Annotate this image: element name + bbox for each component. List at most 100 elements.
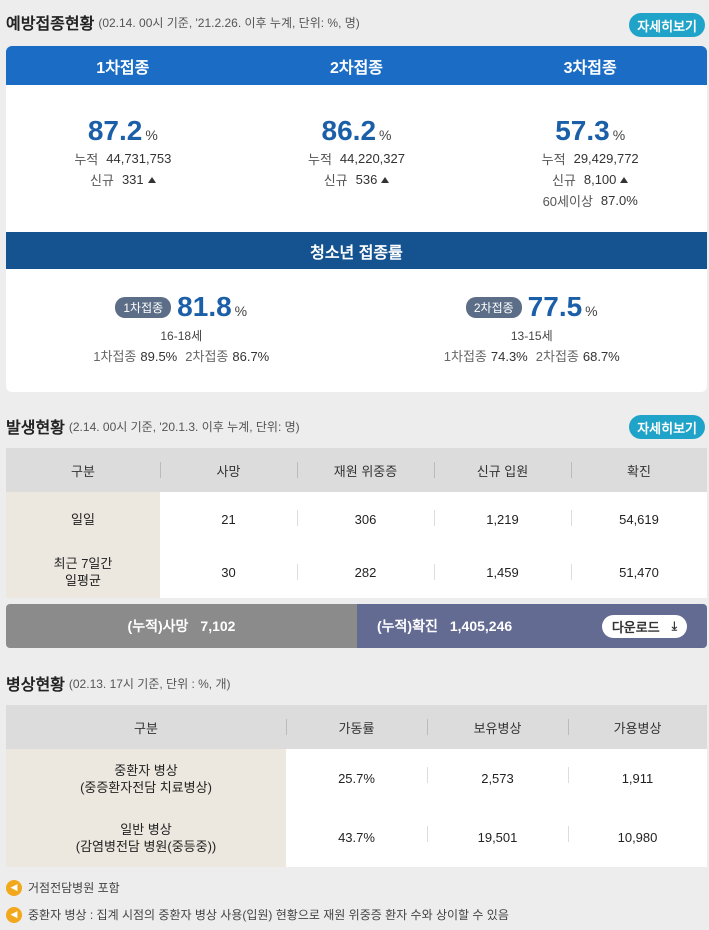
triangle-up-icon <box>381 176 390 183</box>
table-cell: 1,459 <box>434 546 571 598</box>
dose1-new: 331 <box>121 172 144 187</box>
teen-body: 1차접종 81.8% 16-18세 1차접종 89.5% 2차접종 86.7% 2차접… <box>6 269 707 392</box>
dose2-unit: % <box>379 127 392 143</box>
dose2-pct: 86.2 <box>321 115 377 146</box>
dose3-header: 3차접종 <box>563 59 617 77</box>
table-header: 가동률 <box>286 705 427 749</box>
teen2-r2-label: 2차접종 <box>535 349 579 364</box>
cumulative-death-value: 7,102 <box>200 618 236 634</box>
table-row: 중환자 병상 (중증환자전담 치료병상) 25.7% 2,573 1,911 <box>6 749 707 808</box>
vaccination-title: 예방접종현황 <box>6 16 95 33</box>
table-header: 보유병상 <box>427 705 568 749</box>
table-cell: 51,470 <box>571 546 707 598</box>
table-header: 재원 위중증 <box>297 448 434 492</box>
teen1-pct: 81.8 <box>177 291 232 322</box>
dose3-new: 8,100 <box>583 172 617 187</box>
table-header-row: 구분 가동률 보유병상 가용병상 <box>6 705 707 749</box>
footnote: ◀ 중환자 병상 : 집계 시점의 중환자 병상 사용(입원) 현황으로 재원 … <box>6 906 509 923</box>
table-header: 구분 <box>6 448 160 492</box>
teen1-age: 16-18세 <box>160 329 203 343</box>
teen2-r1-label: 1차접종 <box>443 349 487 364</box>
table-cell: 306 <box>297 492 434 546</box>
table-cell: 30 <box>160 546 297 598</box>
dose1-pct: 87.2 <box>87 115 143 146</box>
row-label: 중환자 병상 (중증환자전담 치료병상) <box>6 749 286 808</box>
row-label-line: 일반 병상 <box>120 821 172 837</box>
table-cell: 25.7% <box>286 749 427 808</box>
table-header: 사망 <box>160 448 297 492</box>
table-row: 일반 병상 (감염병전담 병원(중등중)) 43.7% 19,501 10,980 <box>6 808 707 867</box>
dose3-unit: % <box>612 127 626 143</box>
teen2-pct: 77.5 <box>527 291 583 322</box>
dose1-column: 87.2% 누적 44,731,753 신규 331 <box>6 85 240 232</box>
occurrence-section-header: 발생현황 (2.14. 00시 기준, '20.1.3. 이후 누계, 단위: … <box>6 414 300 438</box>
beds-title: 병상현황 <box>6 677 65 694</box>
dose1-unit: % <box>145 127 158 143</box>
teen1-r2-label: 2차접종 <box>185 349 229 364</box>
cumulative-death-label: (누적)사망 <box>127 618 189 634</box>
table-header: 가용병상 <box>568 705 707 749</box>
vaccination-detail-button[interactable]: 자세히보기 <box>629 13 705 37</box>
dose-header-row: 1차접종 2차접종 3차접종 <box>6 46 707 85</box>
table-row: 일일 21 306 1,219 54,619 <box>6 492 707 546</box>
dose3-pct: 57.3 <box>555 115 610 146</box>
dose3-extra: 87.0% <box>600 193 638 208</box>
dose1-cum-label: 누적 <box>74 152 99 167</box>
row-label-line: 최근 7일간 <box>53 556 113 571</box>
occurrence-table: 구분 사망 재원 위중증 신규 입원 확진 일일 21 306 1,219 54… <box>6 448 707 598</box>
occurrence-detail-button[interactable]: 자세히보기 <box>629 415 705 439</box>
table-cell: 1,911 <box>568 749 707 808</box>
table-header: 구분 <box>6 705 286 749</box>
dose2-cum-label: 누적 <box>308 152 332 167</box>
table-cell: 10,980 <box>568 808 707 867</box>
triangle-up-icon <box>147 176 156 183</box>
occurrence-title: 발생현황 <box>6 420 65 437</box>
teen1-r1: 89.5% <box>140 349 178 364</box>
dose3-extra-label: 60세이상 <box>542 194 593 209</box>
dose3-new-label: 신규 <box>551 173 576 188</box>
table-header: 신규 입원 <box>434 448 571 492</box>
row-label: 일반 병상 (감염병전담 병원(중등중)) <box>6 808 286 867</box>
cumulative-confirmed: (누적)확진 1,405,246 다운로드 ⤓ <box>357 604 707 648</box>
table-cell: 282 <box>297 546 434 598</box>
table-cell: 2,573 <box>427 749 568 808</box>
cumulative-confirmed-value: 1,405,246 <box>449 618 513 634</box>
teen-header: 청소년 접종률 <box>6 232 707 269</box>
vaccination-section-header: 예방접종현황 (02.14. 00시 기준, '21.2.26. 이후 누계, … <box>6 10 360 34</box>
teen2-r1: 74.3% <box>490 349 528 364</box>
dose-body-row: 87.2% 누적 44,731,753 신규 331 86.2% 누적 44,220,… <box>6 85 707 232</box>
dose2-header: 2차접종 <box>329 59 384 77</box>
speaker-icon: ◀ <box>6 879 22 896</box>
teen2-age: 13-15세 <box>510 329 553 343</box>
row-label-line: (감염병전담 병원(중등중)) <box>75 838 217 854</box>
dose2-new-label: 신규 <box>323 173 348 188</box>
row-label-line: 일평균 <box>65 573 101 588</box>
footnote-text: 중환자 병상 : 집계 시점의 중환자 병상 사용(입원) 현황으로 재원 위중… <box>28 908 509 922</box>
teen1-r1-label: 1차접종 <box>93 349 137 364</box>
dose1-header: 1차접종 <box>96 59 150 77</box>
beds-table: 구분 가동률 보유병상 가용병상 중환자 병상 (중증환자전담 치료병상) 25.… <box>6 705 707 867</box>
beds-section-header: 병상현황 (02.13. 17시 기준, 단위 : %, 개) <box>6 671 231 695</box>
cumulative-confirmed-label: (누적)확진 <box>377 618 438 634</box>
download-label: 다운로드 <box>611 620 660 635</box>
dose2-new: 536 <box>355 172 378 187</box>
dose3-cum: 29,429,772 <box>573 151 639 166</box>
occurrence-note: (2.14. 00시 기준, '20.1.3. 이후 누계, 단위: 명) <box>68 419 300 434</box>
teen1-unit: % <box>234 303 248 319</box>
dose2-cum: 44,220,327 <box>339 151 405 166</box>
table-cell: 21 <box>160 492 297 546</box>
row-label-line: 중환자 병상 <box>114 762 178 778</box>
cumulative-summary-bar: (누적)사망 7,102 (누적)확진 1,405,246 다운로드 ⤓ <box>6 604 707 648</box>
teen2-unit: % <box>585 303 598 319</box>
footnote: ◀ 거점전담병원 포함 <box>6 879 120 896</box>
download-icon: ⤓ <box>671 619 677 633</box>
table-cell: 43.7% <box>286 808 427 867</box>
dose1-cum: 44,731,753 <box>106 151 172 166</box>
triangle-up-icon <box>620 176 629 183</box>
download-button[interactable]: 다운로드 ⤓ <box>601 615 687 638</box>
footnote-text: 거점전담병원 포함 <box>28 881 120 895</box>
vaccination-card: 1차접종 2차접종 3차접종 87.2% 누적 44,731,753 신규 331 … <box>6 46 707 392</box>
table-cell: 19,501 <box>427 808 568 867</box>
row-label-line: (중증환자전담 치료병상) <box>80 779 212 795</box>
